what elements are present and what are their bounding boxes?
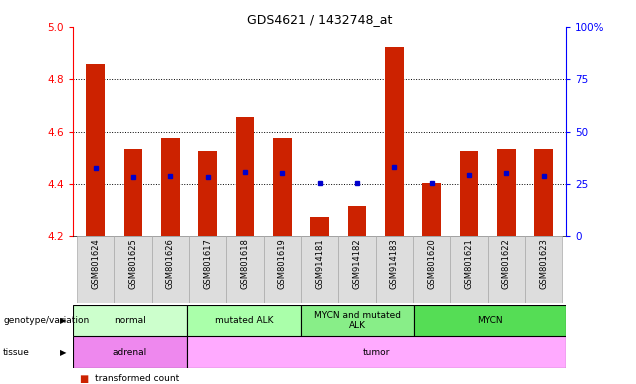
Bar xyxy=(189,236,226,303)
Bar xyxy=(301,305,415,336)
Bar xyxy=(123,149,142,236)
Text: GSM801619: GSM801619 xyxy=(278,238,287,289)
Text: tumor: tumor xyxy=(363,348,390,357)
Bar xyxy=(488,236,525,303)
Text: adrenal: adrenal xyxy=(113,348,147,357)
Text: GSM801617: GSM801617 xyxy=(203,238,212,289)
Text: ▶: ▶ xyxy=(60,316,67,325)
Bar xyxy=(86,63,105,236)
Bar xyxy=(460,151,478,236)
Text: ■: ■ xyxy=(80,374,89,384)
Text: GSM801622: GSM801622 xyxy=(502,238,511,289)
Bar xyxy=(263,236,301,303)
Text: ▶: ▶ xyxy=(60,348,67,357)
Bar xyxy=(385,46,404,236)
Bar xyxy=(301,236,338,303)
Bar xyxy=(422,182,441,236)
Bar xyxy=(525,236,562,303)
Bar xyxy=(413,236,450,303)
Bar xyxy=(161,138,179,236)
Bar xyxy=(310,217,329,236)
Bar xyxy=(198,151,217,236)
Text: mutated ALK: mutated ALK xyxy=(214,316,273,325)
Bar xyxy=(450,236,488,303)
Text: GSM914183: GSM914183 xyxy=(390,238,399,289)
Bar xyxy=(73,305,187,336)
Text: GSM914182: GSM914182 xyxy=(352,238,361,289)
Text: GSM801618: GSM801618 xyxy=(240,238,249,289)
Text: transformed count: transformed count xyxy=(95,374,179,383)
Bar xyxy=(151,236,189,303)
Bar xyxy=(114,236,151,303)
Text: tissue: tissue xyxy=(3,348,30,357)
Bar xyxy=(376,236,413,303)
Bar xyxy=(226,236,263,303)
Bar xyxy=(534,149,553,236)
Bar xyxy=(497,149,516,236)
Text: GSM801621: GSM801621 xyxy=(464,238,473,289)
Text: normal: normal xyxy=(114,316,146,325)
Bar xyxy=(77,236,114,303)
Text: GSM801620: GSM801620 xyxy=(427,238,436,289)
Text: GSM801625: GSM801625 xyxy=(128,238,137,289)
Text: GSM914181: GSM914181 xyxy=(315,238,324,289)
Bar xyxy=(348,206,366,236)
Text: MYCN and mutated
ALK: MYCN and mutated ALK xyxy=(314,311,401,330)
Bar xyxy=(235,117,254,236)
Bar xyxy=(187,336,566,368)
Text: GSM801626: GSM801626 xyxy=(166,238,175,289)
Bar xyxy=(73,336,187,368)
Title: GDS4621 / 1432748_at: GDS4621 / 1432748_at xyxy=(247,13,392,26)
Text: MYCN: MYCN xyxy=(478,316,503,325)
Text: GSM801624: GSM801624 xyxy=(91,238,100,289)
Bar xyxy=(273,138,291,236)
Bar xyxy=(415,305,566,336)
Text: GSM801623: GSM801623 xyxy=(539,238,548,289)
Bar xyxy=(187,305,301,336)
Text: genotype/variation: genotype/variation xyxy=(3,316,90,325)
Bar xyxy=(338,236,376,303)
